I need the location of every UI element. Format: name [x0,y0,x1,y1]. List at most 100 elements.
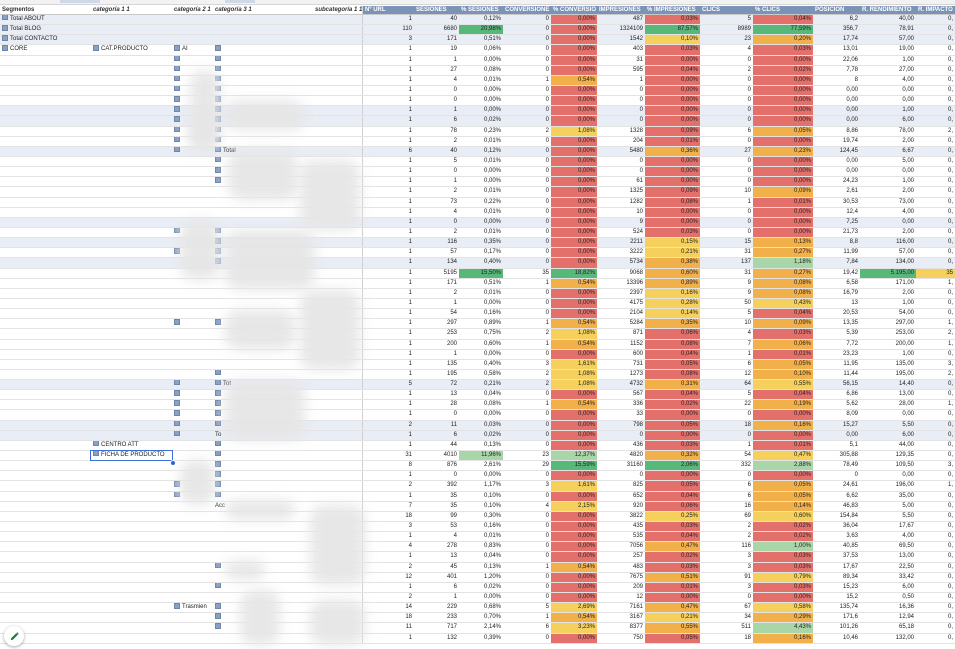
cell-clic[interactable]: 3 [700,583,753,592]
expand-collapse-icon[interactable] [215,146,221,153]
cell-pimp[interactable]: 0,16% [645,288,700,298]
cell-pos[interactable]: 135,74 [813,603,860,612]
cell-c11[interactable] [91,563,172,572]
cell-c11[interactable] [91,552,172,561]
cell-c11[interactable] [91,583,172,592]
cell-seg[interactable] [0,198,91,207]
table-row[interactable]: 1 27 0,08% 0 0,00% 595 0,04% 2 0,02% 7,78 27,00 0, [0,65,955,76]
cell-clic[interactable]: 34 [700,613,753,622]
cell-pcl[interactable]: 0,02% [753,522,813,532]
cell-ses[interactable]: 2 [414,137,459,146]
cell-pconv[interactable]: 1,08% [551,380,597,390]
cell-ses[interactable]: 28 [414,400,459,409]
cell-pcl[interactable]: 0,00% [753,156,813,167]
cell-clic[interactable]: 12 [700,370,753,379]
expand-collapse-icon[interactable] [215,45,221,51]
cell-ren[interactable]: 57,00 [860,248,916,257]
cell-pcl[interactable]: 0,16% [753,633,813,643]
cell-seg[interactable] [0,502,91,511]
cell-ses[interactable]: 2 [414,187,459,196]
cell-pcl[interactable]: 0,60% [753,511,813,522]
cell-imc[interactable]: 0, [916,380,955,389]
cell-pimp[interactable]: 0,04% [645,491,700,501]
cell-c11[interactable] [91,248,172,257]
cell-imp[interactable]: 209 [597,583,645,592]
cell-pcl[interactable]: 4,43% [753,623,813,633]
expand-collapse-icon[interactable] [174,116,180,122]
cell-clic[interactable]: 6 [700,481,753,490]
cell-nurl[interactable]: 1 [362,298,414,309]
cell-c21[interactable] [172,227,213,237]
cell-c21[interactable] [172,75,213,85]
cell-conv[interactable]: 0 [503,157,551,166]
cell-ses[interactable]: 6 [414,431,459,440]
cell-seg[interactable] [0,390,91,399]
cell-imc[interactable]: 0, [916,563,955,572]
cell-pses[interactable]: 0,00% [459,471,503,480]
cell-c11[interactable] [91,350,172,359]
cell-pimp[interactable]: 0,05% [645,359,700,369]
cell-pcl[interactable]: 0,79% [753,572,813,582]
cell-clic[interactable]: 7 [700,340,753,349]
cell-c21[interactable] [172,167,213,176]
cell-pimp[interactable]: 0,00% [645,471,700,481]
cell-c11[interactable] [91,390,172,399]
cell-pcl[interactable]: 0,00% [753,227,813,238]
cell-pos[interactable]: 8,86 [813,127,860,136]
cell-sub[interactable] [313,35,362,44]
cell-ren[interactable]: 78,00 [860,127,916,136]
cell-c21[interactable] [172,563,213,572]
cell-imp[interactable]: 3822 [597,512,645,521]
cell-ren[interactable]: 129,35 [860,451,916,460]
cell-ren[interactable]: 195,00 [860,370,916,379]
cell-ren[interactable]: 5,50 [860,512,916,521]
cell-pconv[interactable]: 0,00% [551,25,597,35]
table-row[interactable]: 2 45 0,13% 1 0,54% 483 0,03% 3 0,03% 17,67 22,50 0, [0,562,955,573]
cell-pos[interactable]: 13,35 [813,319,860,328]
cell-c21[interactable] [172,532,213,541]
cell-ren[interactable]: 2,00 [860,289,916,298]
cell-pses[interactable]: 0,10% [459,492,503,501]
cell-conv[interactable]: 0 [503,350,551,359]
cell-pses[interactable]: 0,51% [459,279,503,288]
cell-seg[interactable] [0,542,91,551]
cell-imc[interactable]: 0, [916,289,955,298]
cell-pcl[interactable]: 0,10% [753,369,813,380]
cell-c21[interactable] [172,187,213,196]
cell-pos[interactable]: 36,04 [813,522,860,531]
cell-clic[interactable]: 4 [700,329,753,338]
cell-ses[interactable]: 392 [414,481,459,490]
cell-c21[interactable] [172,420,213,430]
cell-pses[interactable]: 0,00% [459,299,503,308]
cell-ren[interactable]: 65,18 [860,623,916,632]
cell-pos[interactable]: 16,79 [813,289,860,298]
cell-clic[interactable]: 137 [700,258,753,267]
cell-clic[interactable]: 1 [700,350,753,359]
expand-collapse-icon[interactable] [174,96,180,102]
cell-conv[interactable]: 0 [503,593,551,602]
cell-imp[interactable]: 1152 [597,340,645,349]
cell-imp[interactable]: 0 [597,431,645,440]
table-row[interactable]: 1 0 0,00% 0 0,00% 0 0,00% 0 0,00% 0,00 0,00 0, [0,167,955,178]
cell-pconv[interactable]: 2,15% [551,501,597,511]
table-row[interactable]: 1 13 0,04% 0 0,00% 567 0,04% 5 0,04% 6,86 13,00 0, [0,390,955,401]
cell-imp[interactable]: 336 [597,400,645,409]
cell-pcl[interactable]: 0,00% [753,177,813,187]
cell-clic[interactable]: 6 [700,492,753,501]
cell-c11[interactable] [91,613,172,622]
cell-conv[interactable]: 0 [503,15,551,24]
cell-nurl[interactable]: 1 [362,471,414,481]
cell-seg[interactable] [0,299,91,308]
cell-imc[interactable]: 0, [916,248,955,257]
cell-conv[interactable]: 1 [503,76,551,85]
cell-imc[interactable]: 0, [916,56,955,65]
cell-clic[interactable]: 0 [700,471,753,480]
cell-nurl[interactable]: 6 [362,146,414,156]
cell-clic[interactable]: 2 [700,66,753,75]
cell-c11[interactable] [91,522,172,531]
cell-c11[interactable] [91,56,172,65]
cell-nurl[interactable]: 1 [362,359,414,369]
col-header-posicion[interactable]: POSICIÓN [813,6,860,14]
cell-imc[interactable]: 0, [916,502,955,511]
cell-c21[interactable]: AI [172,45,213,54]
